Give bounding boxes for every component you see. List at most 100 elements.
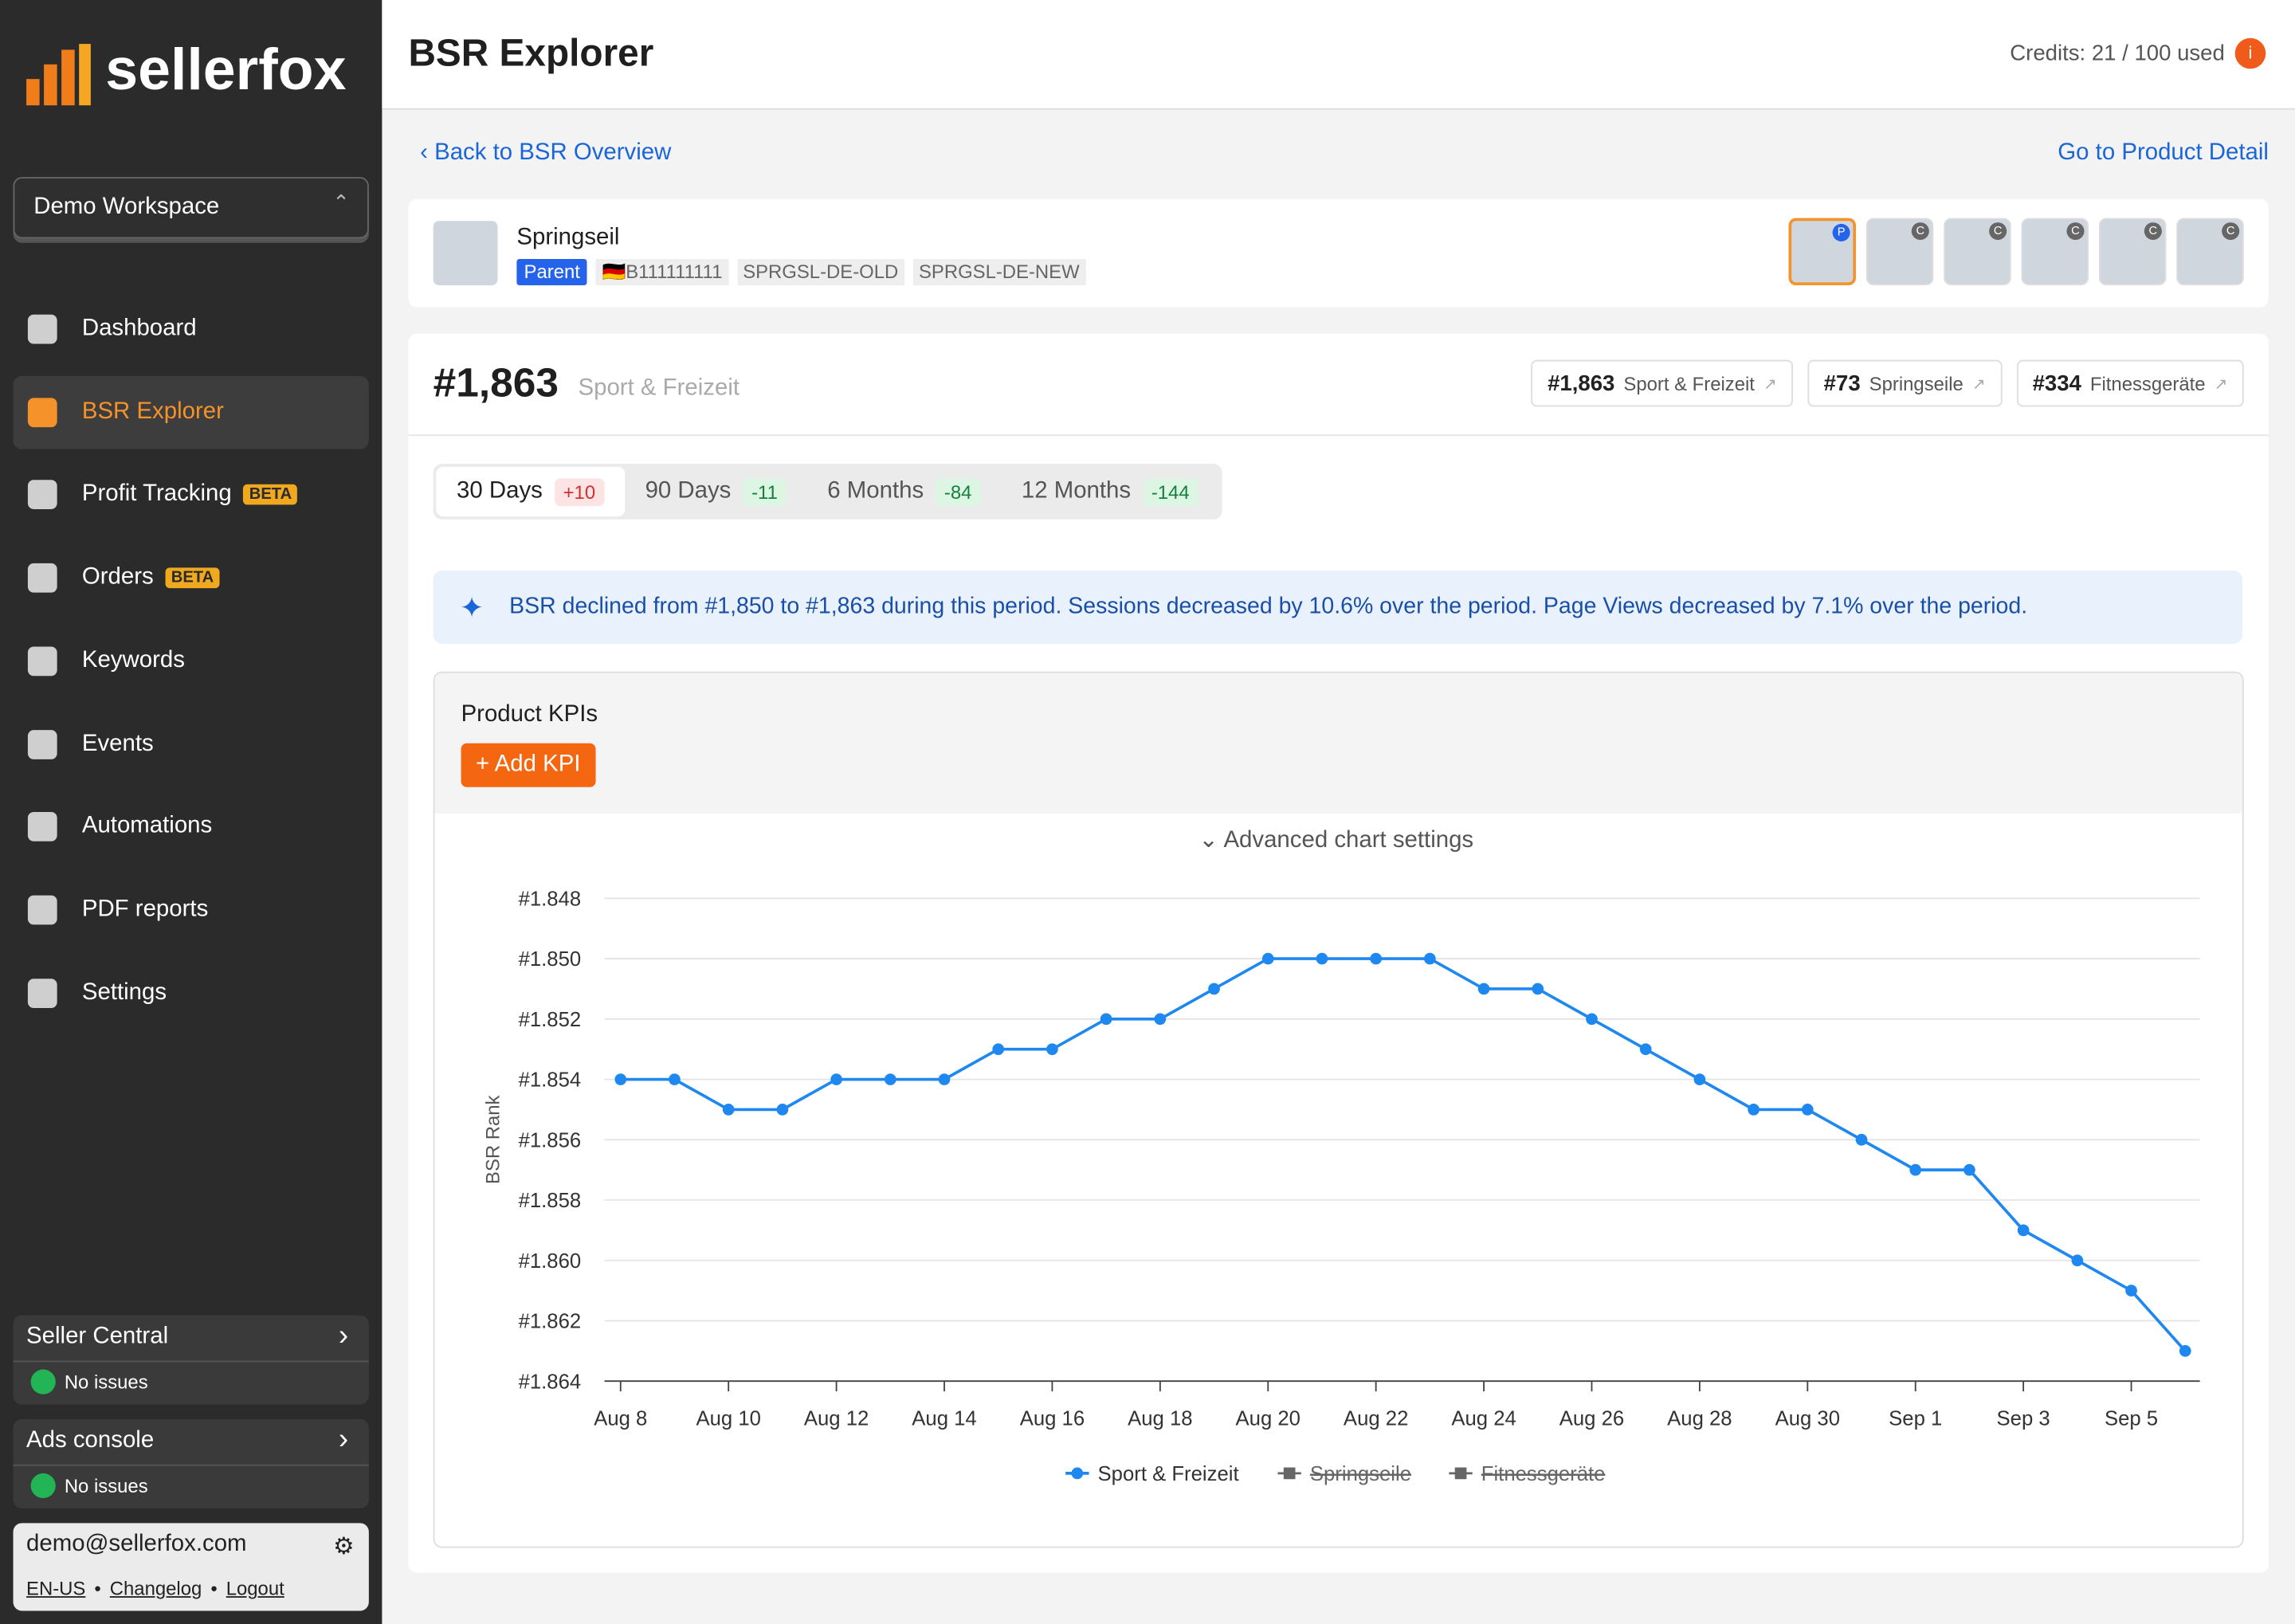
- nav-badge: BETA: [165, 567, 220, 589]
- nav-item[interactable]: Keywords: [14, 625, 369, 698]
- y-tick-label: #1.858: [519, 1190, 582, 1212]
- nav-item[interactable]: PDF reports: [14, 873, 369, 947]
- status-text: No issues: [64, 1371, 148, 1393]
- x-tick-label: Sep 3: [1997, 1407, 2050, 1430]
- nav-icon: [27, 480, 57, 510]
- asin-text: B111111111: [626, 260, 723, 283]
- period-tabs: 30 Days +10 90 Days -11 6 Months -84 12 Months…: [433, 464, 1222, 520]
- nav-item[interactable]: Automations: [14, 790, 369, 864]
- tab-label: 12 Months: [1021, 478, 1132, 504]
- back-link[interactable]: ‹ Back to BSR Overview: [420, 140, 672, 166]
- data-point: [1748, 1104, 1760, 1116]
- data-point: [776, 1104, 789, 1116]
- variant-thumb[interactable]: C: [1865, 218, 1934, 286]
- tab-change: -84: [935, 477, 981, 506]
- data-point: [2017, 1224, 2030, 1237]
- product-tags: Parent 🇩🇪B111111111 SPRGSL-DE-OLD SPRGSL…: [516, 258, 1085, 286]
- variant-thumb[interactable]: C: [2021, 218, 2089, 286]
- x-tick-label: Aug 26: [1559, 1407, 1624, 1430]
- account-link[interactable]: Logout: [226, 1577, 284, 1599]
- tab-change: -11: [743, 477, 787, 506]
- nav-icon: [27, 895, 57, 925]
- x-tick-label: Aug 14: [912, 1407, 976, 1430]
- rank-value: #1,863: [433, 359, 559, 406]
- x-tick-label: Aug 24: [1451, 1407, 1516, 1430]
- variant-thumb[interactable]: P: [1788, 218, 1856, 286]
- variant-badge: C: [2144, 222, 2162, 241]
- add-kpi-button[interactable]: + Add KPI: [461, 743, 595, 787]
- rank-chip[interactable]: #1,863 Sport & Freizeit ↗: [1531, 359, 1794, 407]
- status-card[interactable]: Seller Central › No issues: [13, 1315, 369, 1405]
- data-point: [938, 1073, 951, 1085]
- nav-icon: [27, 563, 57, 593]
- account-link[interactable]: EN-US: [26, 1577, 86, 1599]
- variant-thumb[interactable]: C: [2176, 218, 2244, 286]
- workspace-name: Demo Workspace: [33, 194, 220, 220]
- period-tab[interactable]: 90 Days -11: [625, 467, 807, 516]
- period-tab[interactable]: 30 Days +10: [436, 466, 625, 517]
- nav-label: Automations: [81, 814, 213, 839]
- parent-badge: Parent: [516, 258, 588, 286]
- legend-marker: [1454, 1467, 1467, 1480]
- data-point: [1100, 1013, 1112, 1026]
- page-title: BSR Explorer: [408, 30, 654, 75]
- status-text: No issues: [64, 1474, 148, 1497]
- data-point: [1909, 1163, 1922, 1176]
- chart-settings-toggle[interactable]: ⌄ Advanced chart settings: [1198, 828, 1474, 853]
- logo-text: sellerfox: [105, 37, 347, 103]
- nav-label: PDF reports: [81, 896, 209, 922]
- nav-label: Dashboard: [81, 316, 197, 341]
- asin: 🇩🇪B111111111: [596, 258, 728, 286]
- credits-info[interactable]: i: [2234, 37, 2266, 69]
- data-point: [1477, 983, 1490, 995]
- x-tick-label: Aug 28: [1667, 1407, 1732, 1430]
- status-ok-icon: [30, 1369, 56, 1395]
- data-point: [1316, 952, 1328, 965]
- legend-label: Fitnessgeräte: [1481, 1463, 1606, 1485]
- detail-link[interactable]: Go to Product Detail: [2058, 140, 2269, 166]
- variant-thumb[interactable]: C: [1944, 218, 2011, 286]
- data-point: [722, 1104, 735, 1116]
- nav-item[interactable]: BSR Explorer: [13, 375, 369, 449]
- nav-label: BSR Explorer: [81, 398, 224, 424]
- nav-item[interactable]: Events: [14, 708, 369, 781]
- y-tick-label: #1.850: [519, 948, 582, 971]
- y-tick-label: #1.852: [519, 1009, 582, 1031]
- variant-thumb[interactable]: C: [2098, 218, 2167, 286]
- data-point: [669, 1073, 681, 1085]
- nav-item[interactable]: Orders BETA: [14, 542, 369, 615]
- nav-item[interactable]: Profit Tracking BETA: [14, 458, 369, 532]
- select-arrows: ⌃: [332, 190, 350, 214]
- workspace-select[interactable]: Demo Workspace ⌃: [13, 177, 369, 239]
- period-tab[interactable]: 6 Months -84: [807, 467, 1002, 516]
- data-point: [884, 1073, 896, 1085]
- x-tick-label: Aug 12: [804, 1407, 869, 1430]
- period-tab[interactable]: 12 Months -144: [1001, 467, 1218, 516]
- nav-icon: [27, 812, 57, 842]
- account-link[interactable]: Changelog: [109, 1577, 202, 1599]
- legend-marker: [1283, 1467, 1296, 1480]
- product-name: Springseil: [516, 225, 620, 250]
- external-icon: ↗: [2214, 375, 2228, 393]
- status-name: Seller Central: [26, 1324, 169, 1349]
- nav-item[interactable]: Dashboard: [14, 292, 369, 366]
- nav-item[interactable]: Settings: [14, 956, 369, 1030]
- nav-label: Profit Tracking: [81, 481, 232, 507]
- data-point: [1639, 1043, 1652, 1056]
- back-text: Back to BSR Overview: [434, 140, 672, 166]
- chip-rank: #334: [2032, 371, 2081, 396]
- data-point: [1154, 1013, 1167, 1026]
- rank-category: Sport & Freizeit: [578, 375, 740, 402]
- status-card[interactable]: Ads console › No issues: [13, 1418, 369, 1508]
- external-icon: ↗: [1971, 375, 1986, 393]
- rank-chip[interactable]: #73 Springseile ↗: [1807, 359, 2002, 407]
- rank-chip[interactable]: #334 Fitnessgeräte ↗: [2016, 359, 2244, 407]
- series-line: [620, 957, 2187, 1352]
- insight-text: BSR declined from #1,850 to #1,863 durin…: [509, 594, 2028, 619]
- chip-category: Springseile: [1869, 372, 1964, 394]
- account-settings[interactable]: ⚙: [333, 1535, 355, 1560]
- variant-badge: C: [1911, 222, 1929, 241]
